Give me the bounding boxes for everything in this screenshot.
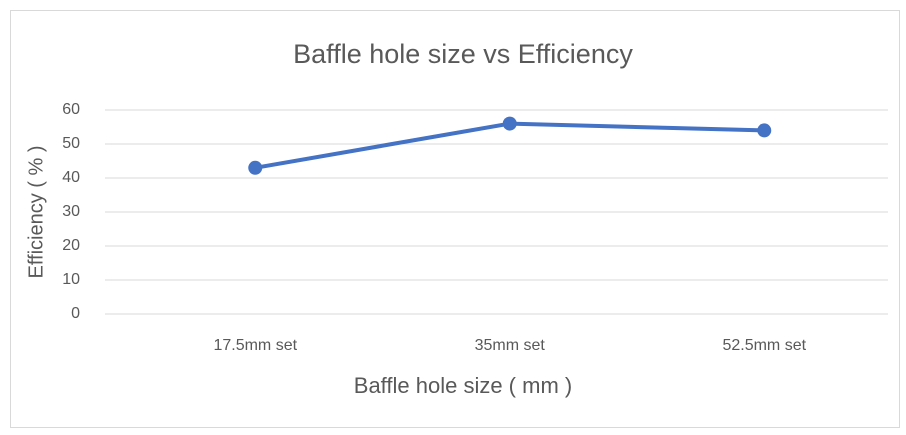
x-tick-label: 52.5mm set — [722, 337, 806, 354]
marker — [248, 160, 263, 175]
y-tick-label: 10 — [62, 271, 80, 288]
y-tick-label: 0 — [71, 305, 80, 322]
y-tick-label: 50 — [62, 135, 80, 152]
y-tick-label: 30 — [62, 203, 80, 220]
y-tick-label: 60 — [62, 101, 80, 118]
x-tick-label: 17.5mm set — [213, 337, 297, 354]
marker — [502, 116, 517, 131]
chart-title: Baffle hole size vs Efficiency — [293, 39, 633, 69]
y-tick-label: 40 — [62, 169, 80, 186]
chart-border — [10, 10, 900, 428]
marker — [757, 123, 772, 138]
y-axis-label: Efficiency ( % ) — [25, 146, 47, 279]
x-tick-label: 35mm set — [475, 337, 546, 354]
y-tick-label: 20 — [62, 237, 80, 254]
x-axis-label: Baffle hole size ( mm ) — [354, 373, 572, 398]
